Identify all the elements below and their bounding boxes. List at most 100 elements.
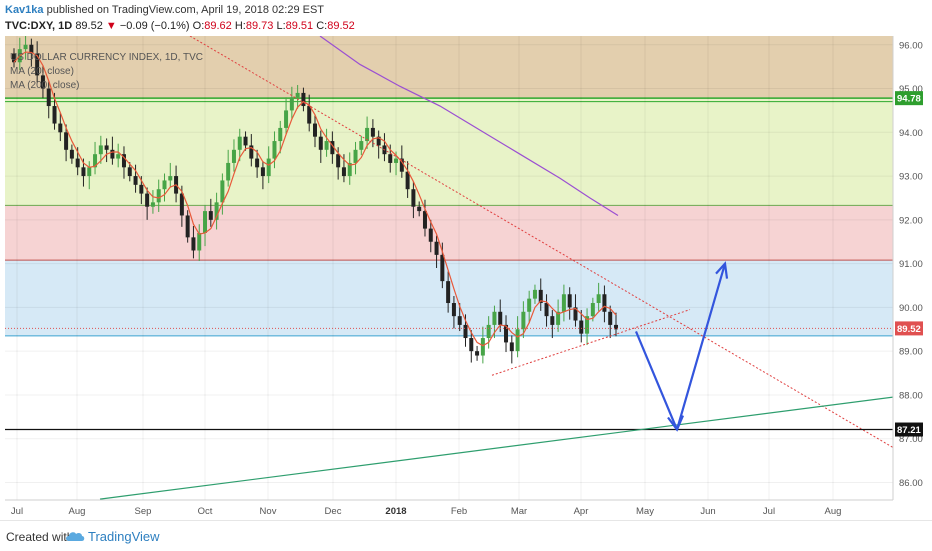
candle-body [469, 338, 474, 352]
candle-body [359, 141, 364, 150]
candle-body [556, 311, 561, 325]
x-tick-label: Sep [135, 506, 152, 517]
legend-ma200[interactable]: MA (200, close) [10, 80, 79, 91]
legend-title[interactable]: US DOLLAR CURRENCY INDEX, 1D, TVC [10, 52, 203, 63]
candle-body [602, 294, 607, 312]
candle-body [116, 154, 121, 159]
chart-header: Kav1ka published on TradingView.com, Apr… [0, 0, 932, 36]
candle-body [324, 141, 329, 150]
drawing-layer [5, 36, 894, 500]
candle-body [614, 324, 618, 330]
candle-body [521, 311, 526, 330]
candle-body [272, 141, 277, 159]
x-tick-label: Mar [511, 506, 527, 517]
candle-body [289, 97, 294, 111]
candle-body [486, 324, 491, 339]
candle-body [168, 176, 173, 181]
candle-body [237, 136, 242, 150]
candle-body [451, 303, 456, 317]
price-tag-label: 94.78 [897, 94, 921, 105]
candle-body [399, 158, 404, 172]
y-tick-label: 95.00 [899, 84, 923, 95]
price-tag-label: 89.52 [897, 324, 921, 335]
chart-legend: US DOLLAR CURRENCY INDEX, 1D, TVC MA (20… [10, 52, 203, 91]
candle-body [504, 324, 509, 343]
x-tick-label: Jun [700, 506, 715, 517]
candle-body [208, 211, 213, 220]
candle-body [405, 171, 410, 190]
candle-body [121, 154, 126, 168]
candle-body [110, 149, 115, 159]
candle-body [318, 136, 323, 150]
candle-body [214, 202, 219, 220]
indicator-layer [13, 36, 619, 347]
y-tick-label: 92.00 [899, 215, 923, 226]
candle-body [428, 228, 433, 242]
candle-body [255, 158, 260, 168]
candle-body [376, 136, 381, 146]
price-chart[interactable]: US DOLLAR CURRENCY INDEX, 1D, TVC MA (20… [0, 36, 932, 520]
candle-body [93, 154, 98, 168]
candle-body [29, 44, 34, 54]
last-price: 89.52 [75, 20, 103, 32]
candle-body [509, 342, 514, 352]
candle-body [260, 167, 265, 177]
candle-body [561, 294, 566, 312]
y-tick-label: 93.00 [899, 172, 923, 183]
candle-body [585, 316, 590, 334]
y-tick-label: 86.00 [899, 478, 923, 489]
candle-body [150, 202, 155, 207]
candle-body [440, 254, 445, 282]
low-value: 89.51 [285, 20, 314, 32]
candle-body [295, 92, 300, 98]
high-label: H: [234, 20, 246, 32]
candle-body [544, 303, 549, 317]
price-tag-bg [895, 91, 923, 106]
candle-body [75, 158, 80, 168]
candle-body [492, 311, 497, 325]
price-tag-bg [895, 321, 923, 336]
candle-body [365, 127, 370, 142]
zone-0 [5, 36, 893, 99]
candle-body [573, 307, 578, 321]
y-tick-label: 87.00 [899, 434, 923, 445]
candle-body [156, 189, 161, 203]
y-tick-label: 94.00 [899, 128, 923, 139]
candle-body [498, 311, 503, 325]
time-axis[interactable]: Jul Aug Sep Oct Nov Dec 2018 Feb Mar Apr May Jun Jul… [5, 499, 893, 517]
candle-body [434, 241, 439, 255]
author-name[interactable]: Kav1ka [5, 4, 44, 16]
candle-body [52, 106, 57, 124]
candle-body [457, 316, 462, 325]
x-tick-label: Jul [11, 506, 23, 517]
candle-body [98, 145, 103, 155]
candle-body [608, 311, 613, 325]
candle-body [301, 92, 306, 107]
candle-body [388, 154, 393, 163]
y-tick-label: 89.00 [899, 347, 923, 358]
x-tick-label: Dec [325, 506, 342, 517]
candle-body [422, 211, 427, 229]
candle-body [579, 320, 584, 334]
candle-body [527, 298, 532, 312]
candle-body [550, 316, 555, 325]
tradingview-cloud-icon[interactable] [64, 529, 86, 543]
grid-layer [5, 36, 893, 500]
candle-body [394, 158, 399, 163]
x-tick-label: 2018 [385, 506, 406, 517]
candle-body [12, 53, 16, 63]
candle-body [127, 167, 132, 177]
candle-body [538, 289, 543, 304]
price-axis[interactable]: 96.00 95.00 94.00 93.00 92.00 91.00 90.00 89.00… [892, 36, 923, 500]
zone-2 [5, 205, 893, 261]
candle-body [145, 193, 150, 207]
symbol-label[interactable]: TVC:DXY, 1D [5, 20, 73, 32]
tradingview-brand[interactable]: TradingView [88, 529, 160, 544]
candle-body [313, 123, 317, 137]
y-tick-label: 88.00 [899, 390, 923, 401]
legend-ma20[interactable]: MA (20, close) [10, 66, 74, 77]
created-with-text: Created with [6, 530, 74, 544]
candle-body [46, 88, 51, 107]
candle-body [249, 145, 254, 159]
candle-body [446, 281, 451, 304]
